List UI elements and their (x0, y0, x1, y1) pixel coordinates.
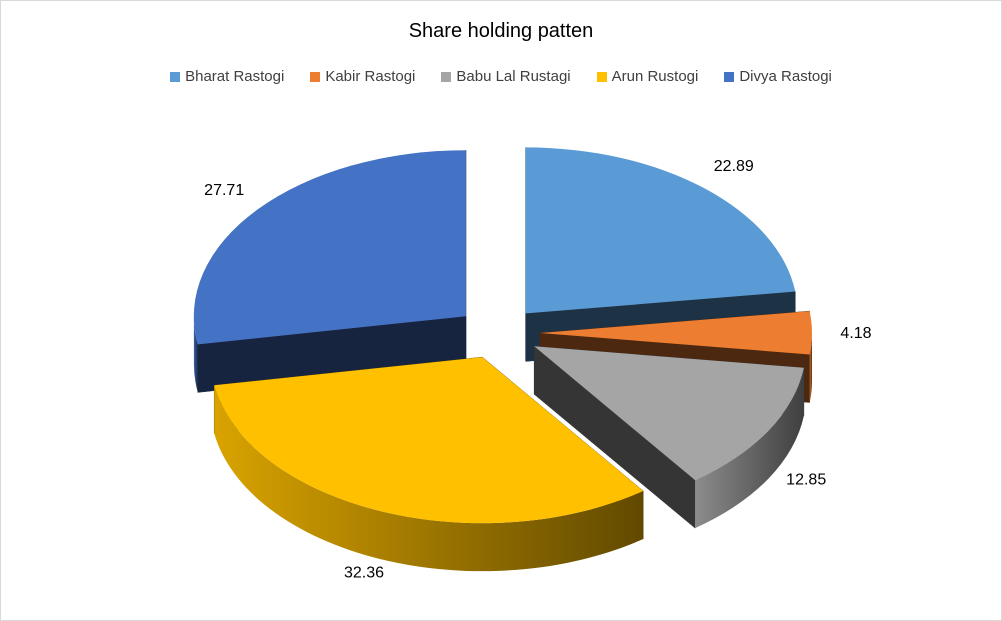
slice-outer-wall (193, 316, 198, 393)
legend-swatch (310, 71, 321, 82)
legend-label: Arun Rustogi (611, 68, 699, 85)
legend-swatch (724, 71, 735, 82)
legend-item-divya: Divya Rastogi (724, 68, 832, 85)
pie-slice-babu-lal-rustagi (534, 346, 804, 481)
pie-slice-arun-rustogi (214, 357, 644, 524)
legend-item-arun: Arun Rustogi (596, 68, 699, 85)
slice-outer-wall (809, 333, 812, 403)
legend-swatch (441, 71, 452, 82)
legend-item-kabir: Kabir Rastogi (310, 68, 415, 85)
legend-swatch (170, 71, 181, 82)
pie-slice-group (193, 150, 467, 393)
legend: Bharat Rastogi Kabir Rastogi Babu Lal Ru… (0, 68, 1002, 85)
data-label: 22.89 (714, 158, 754, 175)
slice-outer-wall (695, 367, 804, 529)
data-label: 12.85 (786, 472, 826, 489)
data-label: 27.71 (204, 182, 244, 199)
legend-label: Bharat Rastogi (185, 68, 285, 85)
legend-label: Babu Lal Rustagi (456, 68, 571, 85)
pie-slice-group (533, 345, 805, 529)
legend-label: Divya Rastogi (739, 68, 832, 85)
data-label: 32.36 (344, 565, 384, 582)
pie-slice-group (213, 356, 644, 572)
legend-item-babu-lal: Babu Lal Rustagi (441, 68, 571, 85)
legend-swatch (596, 71, 607, 82)
pie-slice-kabir-rastogi (540, 311, 812, 355)
chart-title: Share holding patten (408, 20, 594, 42)
slice-outer-wall (214, 385, 644, 572)
legend-label: Kabir Rastogi (325, 68, 416, 85)
legend-item-bharat: Bharat Rastogi (170, 68, 284, 85)
pie-slice-divya-rastogi (193, 150, 466, 345)
pie-slice-bharat-rastogi (525, 147, 796, 314)
data-label: 4.18 (840, 325, 871, 342)
